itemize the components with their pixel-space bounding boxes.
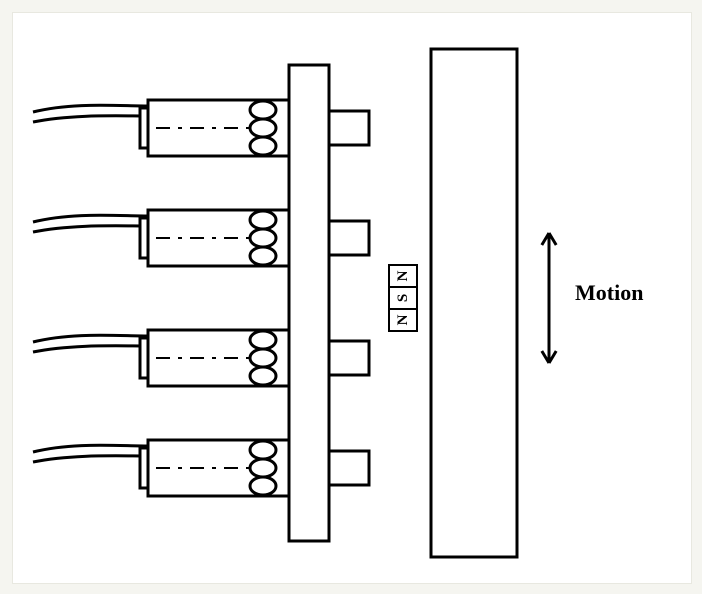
svg-text:S: S [395,294,411,302]
svg-text:N: N [395,314,411,325]
motion-label: Motion [575,280,643,306]
diagram-canvas: N S N Motion [12,12,692,584]
svg-text:N: N [395,270,411,281]
